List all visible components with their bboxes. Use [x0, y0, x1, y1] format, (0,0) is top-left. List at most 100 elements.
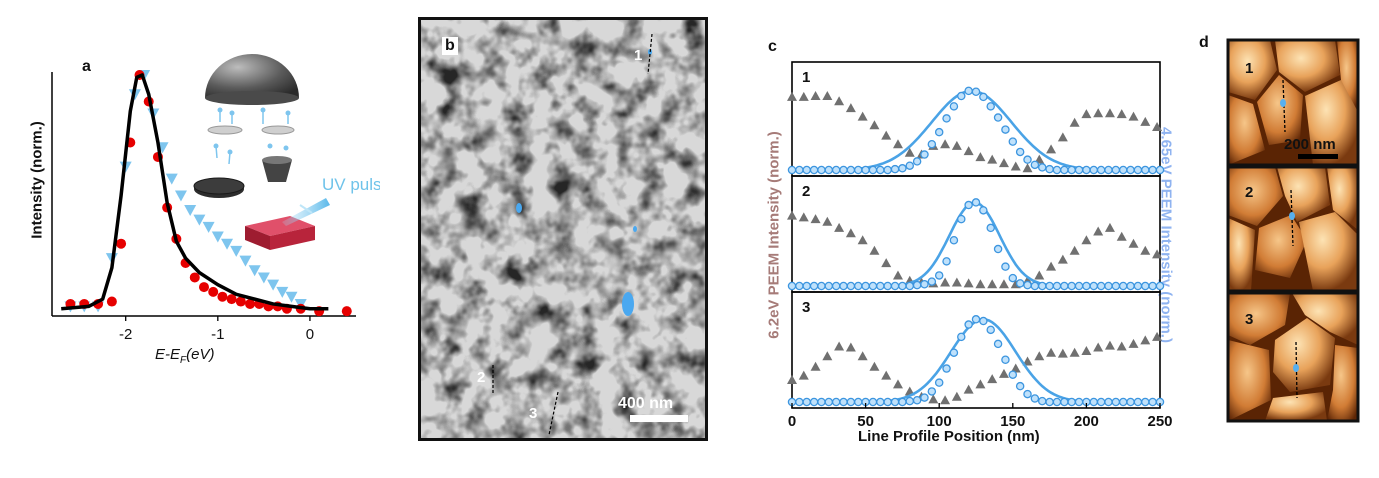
- gray-triangle-point: [904, 147, 915, 157]
- blue-circle-point: [1052, 397, 1062, 407]
- gray-triangle-point: [1010, 363, 1021, 373]
- gray-triangle-point: [810, 214, 821, 224]
- gaussian-fit-line: [792, 317, 1160, 404]
- panel-d-label: d: [1199, 34, 1209, 51]
- blue-circle-point: [957, 91, 966, 101]
- gray-triangle-point: [1046, 144, 1057, 154]
- blue-circle-point: [876, 165, 885, 175]
- blue-circle-point: [817, 165, 826, 175]
- blue-circle-point: [1089, 165, 1099, 175]
- gray-triangle-point: [998, 368, 1009, 378]
- marker-1: 1: [634, 47, 643, 64]
- panel-b: b 1 2 3 400 nm: [418, 17, 708, 441]
- blue-circle-point: [1082, 281, 1091, 291]
- xlabel-prefix: E-E: [155, 346, 181, 363]
- blue-circle-point: [795, 165, 804, 175]
- gaussian-fit-line: [792, 201, 1160, 288]
- blue-circle-point: [1096, 397, 1106, 407]
- blue-circle-point: [1111, 281, 1121, 291]
- blue-triangle-point: [202, 221, 215, 233]
- blue-circle-point: [905, 281, 915, 291]
- blue-circle-point: [1001, 355, 1010, 365]
- gray-triangle-point: [822, 351, 833, 361]
- gray-triangle-point: [987, 279, 998, 289]
- gray-triangle-point: [1057, 348, 1068, 358]
- blue-circle-point: [898, 397, 907, 407]
- gray-triangle-point: [1057, 132, 1068, 142]
- blue-circle-point: [868, 281, 878, 291]
- blue-circle-point: [817, 281, 826, 291]
- peem-image: [418, 17, 708, 441]
- sample-block-front: [245, 226, 270, 250]
- blue-circle-point: [1037, 281, 1047, 291]
- panel-a-chart: -2 -1 0: [51, 54, 380, 343]
- red-circle-point: [208, 286, 219, 297]
- fit-line: [61, 73, 329, 311]
- blue-circle-point: [1148, 281, 1157, 291]
- panel-a-plot-area: -2 -1 0: [51, 70, 356, 343]
- x-tick-label: 0: [788, 413, 796, 430]
- gray-triangle-point: [834, 341, 845, 351]
- blue-circle-point: [898, 164, 907, 173]
- gray-triangle-point: [810, 91, 821, 101]
- afm-label-1: 1: [1245, 60, 1254, 77]
- gray-triangle-point: [1152, 249, 1163, 259]
- subplot-frame: [791, 61, 1161, 177]
- blue-circle-point: [1045, 164, 1054, 174]
- blue-circle-point: [861, 165, 870, 175]
- gray-triangle-point: [1057, 254, 1068, 264]
- blue-circle-point: [979, 92, 988, 102]
- blue-circle-point: [1155, 281, 1165, 291]
- red-circle-point: [235, 296, 246, 307]
- afm-scalebar-label: 200 nm: [1284, 136, 1336, 153]
- gray-triangle-point: [963, 278, 974, 288]
- gray-triangle-point: [1034, 270, 1045, 280]
- panel-c-xlabel: Line Profile Position (nm): [858, 428, 1040, 445]
- panel-c-chart: 1 2 3 0 50 100 150 200 250: [787, 61, 1173, 430]
- blue-circle-point: [853, 165, 863, 175]
- blue-circle-point: [1089, 281, 1099, 291]
- gray-triangle-point: [940, 277, 951, 287]
- uv-beam: [282, 198, 330, 226]
- afm-image-2: [1228, 167, 1358, 291]
- blue-circle-point: [986, 223, 995, 233]
- blue-circle-point: [1037, 396, 1047, 406]
- gray-triangle-point: [810, 361, 821, 371]
- gray-triangle-point: [881, 130, 892, 140]
- gray-triangle-point: [1022, 356, 1033, 366]
- blue-circle-point: [890, 397, 900, 407]
- blue-circle-point: [853, 397, 863, 407]
- blue-circle-point: [1133, 165, 1143, 175]
- blue-circle-point: [824, 165, 834, 175]
- blue-circle-point: [986, 102, 995, 111]
- gray-triangle-point: [798, 91, 809, 101]
- gray-triangle-point: [940, 395, 951, 405]
- blue-circle-point: [1141, 281, 1150, 291]
- gray-triangle-point: [881, 370, 892, 380]
- gray-triangle-point: [1128, 238, 1139, 248]
- blue-circle-point: [912, 395, 922, 405]
- blue-circle-point: [927, 387, 937, 396]
- subplot-label: 2: [802, 183, 810, 200]
- panel-d: d: [1195, 0, 1379, 478]
- blue-circle-point: [824, 397, 834, 407]
- x-tick-label: 100: [927, 413, 952, 430]
- blue-circle-point: [949, 102, 959, 111]
- gray-triangle-point: [1104, 108, 1115, 118]
- gray-triangle-point: [857, 111, 868, 121]
- gray-triangle-point: [869, 120, 880, 130]
- sample-block-top: [245, 216, 315, 236]
- panel-a-label: a: [82, 58, 91, 75]
- afm-images: [1226, 38, 1360, 423]
- blue-triangle-point: [165, 173, 178, 185]
- blue-circle-point: [883, 397, 892, 407]
- blue-circle-point: [839, 165, 848, 175]
- gray-triangle-point: [1010, 161, 1021, 171]
- x-tick-label: 50: [857, 413, 874, 430]
- red-circle-point: [199, 282, 209, 293]
- gray-triangle-point: [1104, 222, 1115, 232]
- blue-circle-point: [1111, 397, 1121, 407]
- blue-circle-point: [934, 378, 944, 387]
- blue-triangle-point: [211, 231, 224, 243]
- blue-circle-point: [1104, 397, 1113, 407]
